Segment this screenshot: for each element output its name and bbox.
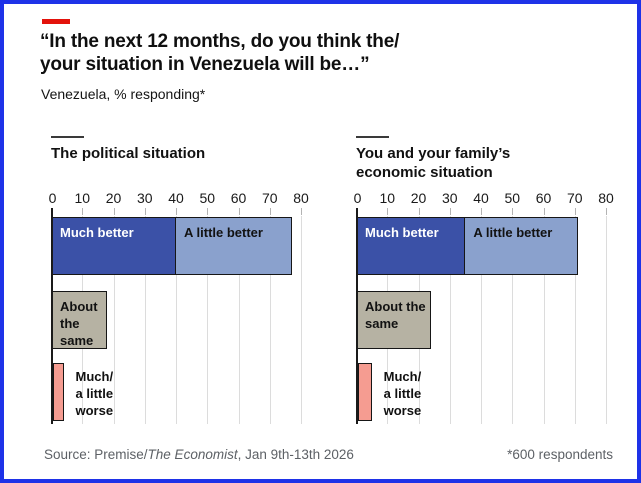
- axis-tick-label: 0: [48, 190, 57, 206]
- source-suffix: , Jan 9th-13th 2026: [237, 447, 354, 462]
- page-subtitle: Venezuela, % responding*: [41, 86, 206, 102]
- axis-tick-label: 20: [105, 190, 122, 206]
- bar-row-worse: Much/ a little worse: [356, 363, 606, 421]
- bar-segment-about_the_same: About the same: [51, 291, 108, 349]
- axis-tick-label: 40: [473, 190, 489, 206]
- bar-segment-much_better: Much better: [51, 217, 176, 275]
- axis-tick-mark: [144, 208, 146, 215]
- axis-tick-mark: [301, 208, 302, 215]
- source-prefix: Source: Premise/: [44, 447, 148, 462]
- plot-area: 0 10 20 30 40 50 60 70 80 Much better A little be…: [48, 190, 309, 426]
- axis-tick-label: 60: [230, 190, 247, 206]
- bar-segment-much_better: Much better: [356, 217, 466, 275]
- bar-segment-a_little_worse: [358, 363, 372, 421]
- gridline: [512, 216, 514, 424]
- plot: Much better A little better About the same…: [51, 208, 302, 424]
- axis-tick-mark: [512, 208, 514, 215]
- axis-tick-mark: [176, 208, 177, 215]
- gridline: [449, 216, 451, 424]
- bar-segment-about_the_same: About the same: [356, 291, 431, 349]
- axis-baseline: [356, 208, 358, 424]
- axis-tick-label: 30: [441, 190, 458, 206]
- gridline: [301, 216, 302, 424]
- bar-row-better: Much better A little better: [51, 217, 301, 275]
- axis-tick-label: 80: [598, 190, 614, 206]
- bar-row-worse: Much/ a little worse: [51, 363, 301, 421]
- axis-tick-mark: [481, 208, 482, 215]
- axis-tick-mark: [207, 208, 209, 215]
- chart-title: You and your family’s economic situation: [356, 145, 511, 181]
- axis-tick-label: 30: [136, 190, 153, 206]
- bar-segment-label: Much better: [60, 225, 134, 240]
- axis-tick-label: 0: [353, 190, 362, 206]
- respondents-note: *600 respondents: [507, 447, 613, 462]
- bar-segment-a_little_better: A little better: [175, 217, 292, 275]
- bar-row-same: About the same: [356, 291, 606, 349]
- axis-tick-label: 70: [566, 190, 583, 206]
- bar-outside-label: Much/ a little worse: [75, 369, 114, 418]
- gridline: [176, 216, 177, 424]
- source-line: Source: Premise/The Economist, Jan 9th-1…: [44, 447, 354, 462]
- gridline: [113, 216, 115, 424]
- gridline: [543, 216, 545, 424]
- axis-tick-label: 40: [168, 190, 184, 206]
- axis-tick-label: 60: [535, 190, 552, 206]
- gridline: [269, 216, 271, 424]
- bar-segment-a_little_better: A little better: [464, 217, 578, 275]
- axis-tick-mark: [606, 208, 607, 215]
- axis-tick-label: 20: [410, 190, 427, 206]
- chart-dash: [51, 136, 84, 138]
- gridline: [481, 216, 482, 424]
- axis-baseline: [51, 208, 53, 424]
- axis-tick-label: 80: [293, 190, 309, 206]
- bar-segment-label: About the same: [365, 299, 426, 331]
- chart-title: The political situation: [51, 145, 206, 162]
- axis-tick-label: 50: [199, 190, 216, 206]
- axis-tick-mark: [543, 208, 545, 215]
- axis-tick-mark: [82, 208, 84, 215]
- gridline: [207, 216, 209, 424]
- bar-segment-a_little_worse: [53, 363, 64, 421]
- chart-dash: [356, 136, 389, 138]
- bar-segment-label: About the same: [60, 299, 98, 348]
- chart-political-situation: The political situation 0 10 20 30 40 50 60 70 8…: [47, 132, 327, 432]
- plot: Much better A little better About the same…: [356, 208, 607, 424]
- bar-outside-label: Much/ a little worse: [383, 369, 422, 418]
- economist-red-tick: [42, 19, 70, 24]
- axis-tick-label: 70: [261, 190, 278, 206]
- gridline: [238, 216, 240, 424]
- bar-row-better: Much better A little better: [356, 217, 606, 275]
- axis-tick-mark: [449, 208, 451, 215]
- bar-segment-label: A little better: [473, 225, 553, 240]
- axis-tick-mark: [574, 208, 576, 215]
- gridline: [606, 216, 607, 424]
- source-publication: The Economist: [147, 447, 238, 462]
- axis-tick-label: 10: [379, 190, 396, 206]
- chart-economic-situation: You and your family’s economic situation…: [352, 132, 632, 432]
- axis-tick-label: 50: [504, 190, 521, 206]
- gridline: [574, 216, 576, 424]
- axis-tick-mark: [269, 208, 271, 215]
- bar-row-same: About the same: [51, 291, 301, 349]
- bar-segment-label: A little better: [184, 225, 263, 240]
- bar-segment-label: Much better: [365, 225, 439, 240]
- plot-area: 0 10 20 30 40 50 60 70 80 Much better A little be…: [353, 190, 614, 426]
- axis-tick-mark: [418, 208, 420, 215]
- axis-tick-mark: [238, 208, 240, 215]
- axis-tick-mark: [113, 208, 115, 215]
- axis-tick-mark: [387, 208, 389, 215]
- axis-tick-label: 10: [74, 190, 91, 206]
- page-title: “In the next 12 months, do you think the…: [40, 31, 400, 75]
- gridline: [144, 216, 146, 424]
